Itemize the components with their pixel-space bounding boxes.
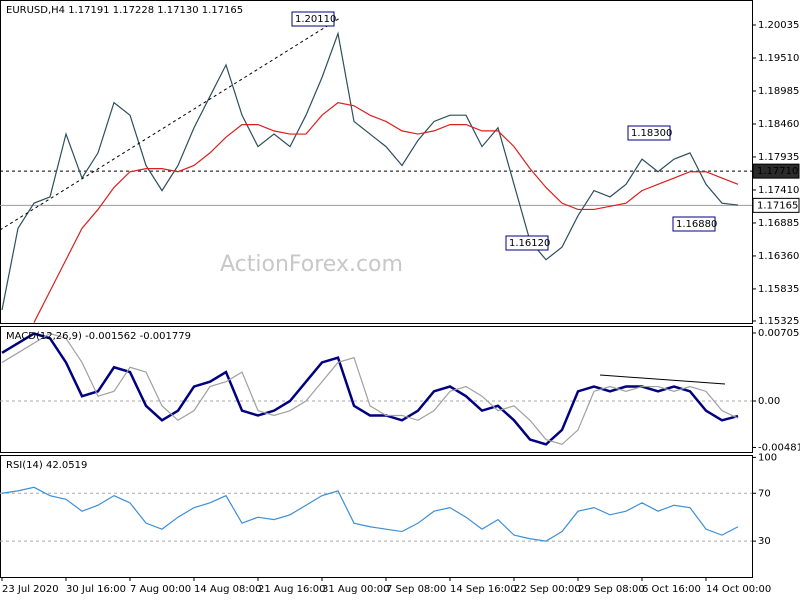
x-tick-label: 29 Sep 08:00 <box>578 584 645 595</box>
series-line <box>1 332 739 446</box>
x-tick-label: 14 Sep 16:00 <box>450 584 517 595</box>
annotation: 1.20110 <box>295 14 336 25</box>
y-tick-label: 1.15325 <box>758 316 799 327</box>
y-tick-label: 1.16885 <box>758 218 799 229</box>
y-tick-label: 1.19510 <box>758 53 799 64</box>
annotation-box <box>672 216 716 232</box>
y-tick-label: 1.20035 <box>758 20 799 31</box>
annotation-box <box>291 11 335 27</box>
series-line <box>1 31 739 311</box>
level-label: 1.17710 <box>757 166 798 177</box>
trend-line <box>599 374 726 385</box>
y-tick-label: 1.17410 <box>758 185 799 196</box>
y-tick-label: 1.18985 <box>758 86 799 97</box>
series-line <box>33 101 739 323</box>
y-tick-label: 1.16360 <box>758 251 799 262</box>
annotation-box <box>505 235 549 251</box>
panel-title: RSI(14) 42.0519 <box>6 460 87 471</box>
panel-frame <box>0 455 753 578</box>
y-tick-label: 70 <box>758 488 771 499</box>
x-tick-label: 7 Aug 00:00 <box>130 584 191 595</box>
x-tick-label: 23 Jul 2020 <box>2 584 59 595</box>
watermark: ActionForex.com <box>220 252 403 277</box>
y-tick-label: 1.18460 <box>758 119 799 130</box>
y-tick-label: 1.17935 <box>758 152 799 163</box>
y-tick-label: -0.004818 <box>758 442 800 453</box>
annotation: 1.16880 <box>676 219 717 230</box>
annotation-box <box>627 125 671 141</box>
panel-frame <box>0 0 753 324</box>
y-tick-label: 0.007057 <box>758 328 800 339</box>
x-tick-label: 6 Oct 16:00 <box>642 584 701 595</box>
level-tag <box>752 197 800 213</box>
panel-frame <box>0 326 753 453</box>
y-tick-label: 0.00 <box>758 396 780 407</box>
x-tick-label: 31 Aug 00:00 <box>322 584 389 595</box>
level-tag <box>752 163 800 179</box>
series-line <box>1 486 739 542</box>
annotation: 1.16120 <box>509 238 550 249</box>
trend-line <box>0 17 341 231</box>
x-tick-label: 22 Sep 00:00 <box>514 584 581 595</box>
panel-title: MACD(12,26,9) -0.001562 -0.001779 <box>6 331 191 342</box>
x-tick-label: 14 Oct 00:00 <box>706 584 771 595</box>
y-tick-label: 100 <box>758 452 777 463</box>
level-label: 1.17165 <box>757 200 798 211</box>
y-tick-label: 1.15835 <box>758 284 799 295</box>
x-tick-label: 21 Aug 16:00 <box>258 584 325 595</box>
y-tick-label: 30 <box>758 536 771 547</box>
panel-title: EURUSD,H4 1.17191 1.17228 1.17130 1.1716… <box>6 5 243 16</box>
series-line <box>1 332 739 446</box>
x-tick-label: 7 Sep 08:00 <box>386 584 446 595</box>
annotation: 1.18300 <box>631 128 672 139</box>
x-tick-label: 30 Jul 16:00 <box>66 584 126 595</box>
x-tick-label: 14 Aug 08:00 <box>194 584 261 595</box>
